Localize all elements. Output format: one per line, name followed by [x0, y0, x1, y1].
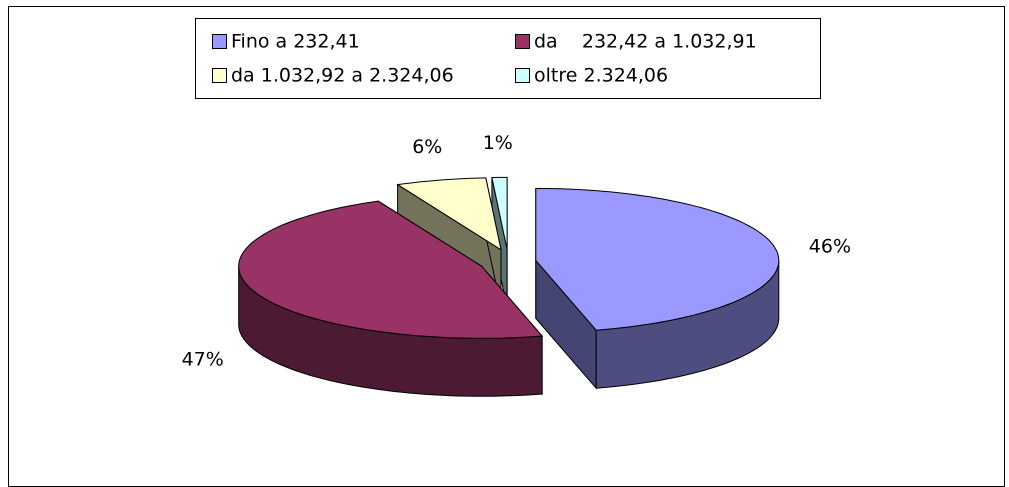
legend-box: [195, 18, 821, 99]
data-label: 6%: [412, 136, 442, 158]
slice: [238, 200, 544, 339]
legend-swatch: [515, 34, 530, 49]
data-label: 1%: [483, 132, 513, 154]
slice: [535, 187, 780, 331]
legend-swatch: [515, 68, 530, 83]
slice: [491, 176, 508, 250]
legend-label: oltre 2.324,06: [534, 65, 668, 87]
data-label: 47%: [182, 349, 224, 371]
legend-label: da 1.032,92 a 2.324,06: [231, 65, 454, 87]
legend-swatch: [212, 68, 227, 83]
data-label: 46%: [809, 236, 851, 258]
legend-label: da 232,42 a 1.032,91: [534, 31, 757, 53]
legend-label: Fino a 232,41: [231, 31, 360, 53]
slice: [396, 177, 502, 251]
legend-swatch: [212, 34, 227, 49]
